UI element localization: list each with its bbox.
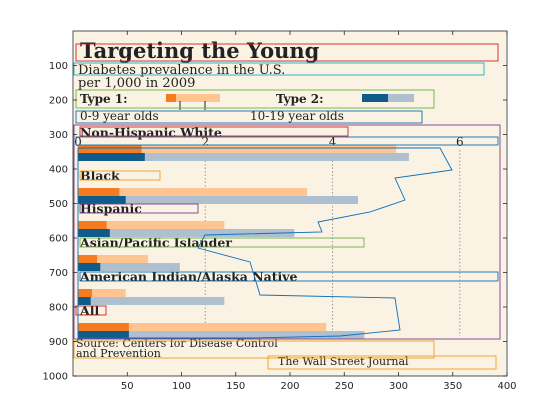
annotation-outline-7 bbox=[75, 136, 499, 146]
annotation-outline-5 bbox=[73, 124, 501, 340]
bar-type2-0-9 bbox=[78, 297, 91, 305]
chart-title: Targeting the Young bbox=[80, 38, 320, 63]
bars bbox=[78, 145, 409, 339]
x-tick-label: 50 bbox=[121, 381, 134, 392]
source-line-1: Source: Centers for Disease Control bbox=[76, 337, 278, 350]
inner-tick-label: 4 bbox=[329, 135, 337, 149]
bar-type1-0-9 bbox=[78, 289, 92, 297]
category-label-5: American Indian/Alaska Native bbox=[79, 269, 298, 284]
bar-type1-10-19 bbox=[78, 145, 397, 153]
publisher-credit: The Wall Street Journal bbox=[278, 355, 409, 368]
bar-type2-0-9 bbox=[78, 331, 129, 339]
bar-type2-0-9 bbox=[78, 153, 145, 161]
x-tick-label: 100 bbox=[172, 381, 191, 392]
y-tick-label: 200 bbox=[49, 96, 68, 107]
y-tick-label: 100 bbox=[49, 61, 68, 72]
bar-type1-0-9 bbox=[78, 145, 142, 153]
source-line-2: and Prevention bbox=[76, 347, 161, 360]
bar-type2-10-19 bbox=[78, 196, 358, 204]
bar-type1-10-19 bbox=[78, 221, 225, 229]
annotation-outline-4 bbox=[75, 110, 423, 124]
y-tick-label: 400 bbox=[49, 165, 68, 176]
bar-type2-10-19 bbox=[78, 229, 295, 237]
bar-type2-10-19 bbox=[78, 263, 180, 271]
bar-type2-0-9 bbox=[78, 263, 101, 271]
annotation-outline-11 bbox=[79, 271, 499, 282]
bar-type2-10-19 bbox=[78, 153, 409, 161]
outer-axes: 50 100 150 200 250 300 350 40010020030040050060… bbox=[43, 30, 517, 392]
bar-type1-0-9 bbox=[78, 323, 129, 331]
legend-type2-label: Type 2: bbox=[276, 92, 324, 106]
subtitle-line-2: per 1,000 in 2009 bbox=[78, 76, 195, 91]
category-label-6: All bbox=[79, 303, 99, 318]
bar-type1-10-19 bbox=[78, 255, 148, 263]
y-tick-label: 1000 bbox=[43, 372, 68, 383]
bar-type1-0-9 bbox=[78, 188, 120, 196]
legend-age-10-19: 10-19 year olds bbox=[250, 109, 344, 123]
legend-age-0-9: 0-9 year olds bbox=[80, 109, 159, 123]
annotation-outline-1 bbox=[75, 43, 499, 62]
subtitle-line-1: Diabetes prevalence in the U.S. bbox=[78, 63, 285, 78]
bar-type2-10-19 bbox=[78, 297, 225, 305]
legend-swatch-3 bbox=[362, 94, 388, 102]
legend-swatch-2 bbox=[176, 94, 220, 102]
annotation-outline-13 bbox=[73, 340, 435, 359]
inner-tick-label: 0 bbox=[74, 135, 82, 149]
legend: Type 1: Type 2: 0-9 year olds 10-19 year… bbox=[80, 92, 414, 123]
annotation-outline-10 bbox=[79, 237, 365, 248]
category-label-4: Asian/Pacific Islander bbox=[79, 235, 232, 250]
annotation-outline-2 bbox=[73, 62, 485, 76]
annotation-outline-8 bbox=[79, 170, 161, 181]
y-tick-label: 800 bbox=[49, 303, 68, 314]
bar-type2-0-9 bbox=[78, 229, 110, 237]
y-tick-label: 600 bbox=[49, 234, 68, 245]
x-tick-label: 250 bbox=[335, 381, 354, 392]
bar-type2-0-9 bbox=[78, 196, 126, 204]
annotation-outlines bbox=[73, 43, 501, 370]
legend-type1-label: Type 1: bbox=[80, 92, 128, 106]
category-label-3: Hispanic bbox=[80, 201, 142, 216]
category-label-2: Black bbox=[80, 168, 120, 183]
bar-type1-10-19 bbox=[78, 323, 327, 331]
category-labels: Non-Hispanic WhiteBlackHispanicAsian/Pac… bbox=[79, 125, 298, 318]
bar-type1-10-19 bbox=[78, 289, 126, 297]
x-tick-label: 400 bbox=[497, 381, 516, 392]
annotation-outline-6 bbox=[79, 126, 349, 137]
bar-type2-10-19 bbox=[78, 331, 365, 339]
y-tick-label: 500 bbox=[49, 199, 68, 210]
annotation-outline-3 bbox=[75, 89, 435, 109]
y-tick-label: 900 bbox=[49, 337, 68, 348]
annotation-outline-14 bbox=[267, 355, 497, 370]
y-tick-label: 300 bbox=[49, 130, 68, 141]
legend-swatch-4 bbox=[388, 94, 414, 102]
x-tick-label: 350 bbox=[443, 381, 462, 392]
annotation-outline-9 bbox=[79, 203, 199, 214]
legend-swatch-1 bbox=[166, 94, 176, 102]
inner-tick-label: 2 bbox=[201, 135, 209, 149]
annotation-outline-bars bbox=[77, 147, 453, 339]
bar-type1-0-9 bbox=[78, 255, 98, 263]
inner-tick-label: 6 bbox=[456, 135, 464, 149]
x-tick-label: 150 bbox=[226, 381, 245, 392]
bar-type1-10-19 bbox=[78, 188, 308, 196]
bar-type1-0-9 bbox=[78, 221, 107, 229]
annotation-outline-12 bbox=[75, 305, 107, 316]
y-tick-label: 700 bbox=[49, 268, 68, 279]
x-tick-label: 300 bbox=[389, 381, 408, 392]
x-tick-label: 200 bbox=[280, 381, 299, 392]
